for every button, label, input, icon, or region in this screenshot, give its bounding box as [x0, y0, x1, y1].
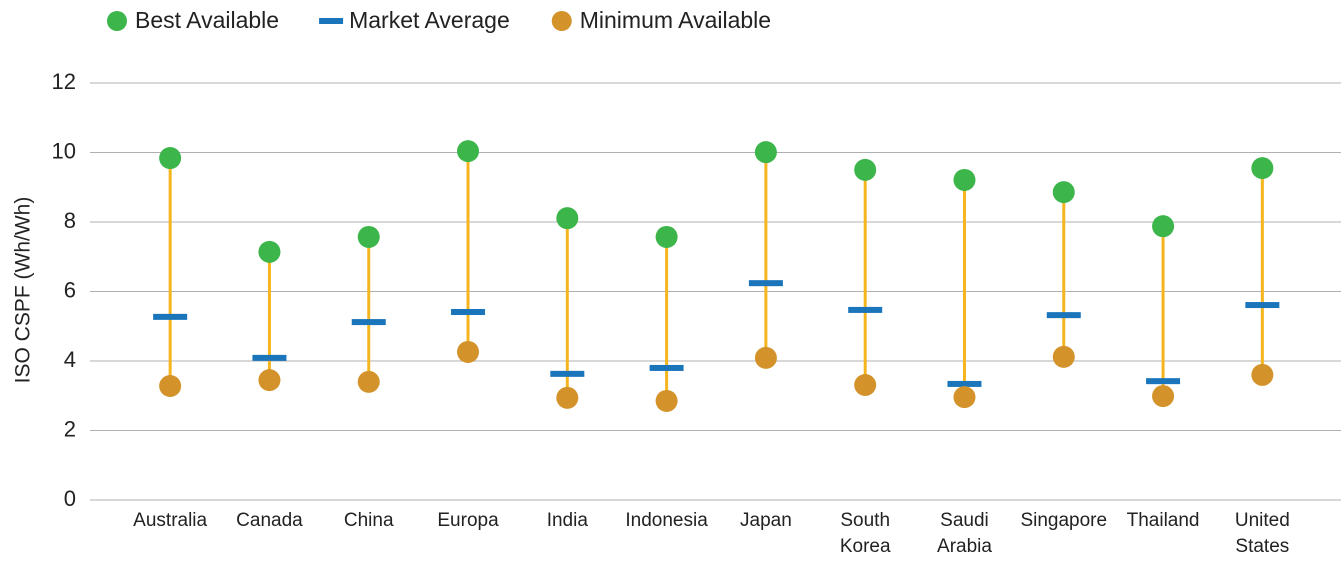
- dot: [258, 369, 281, 392]
- x-tick-label: South Korea: [840, 510, 891, 557]
- dot: [1152, 215, 1175, 238]
- average-mark: [550, 370, 585, 377]
- x-tick-label: Australia: [133, 510, 207, 531]
- x-tick-label: Canada: [236, 510, 303, 531]
- dot: [1251, 363, 1274, 386]
- dot: [457, 340, 480, 363]
- legend-label: Minimum Available: [580, 7, 771, 33]
- average-mark: [1245, 302, 1280, 309]
- dot: [1052, 181, 1075, 204]
- average-mark: [947, 380, 982, 387]
- legend-marker: [319, 18, 344, 24]
- dot: [1052, 345, 1075, 368]
- y-tick-label: 12: [52, 69, 76, 94]
- dot: [953, 168, 976, 191]
- average-mark: [649, 364, 684, 371]
- average-mark: [1046, 312, 1081, 319]
- dot: [357, 370, 380, 393]
- dot: [953, 386, 976, 409]
- x-tick-label: Thailand: [1127, 510, 1200, 531]
- y-tick-label: 10: [52, 138, 76, 163]
- y-tick-label: 2: [64, 416, 76, 441]
- average-mark: [1146, 378, 1181, 385]
- legend-label: Best Available: [135, 7, 279, 33]
- dot: [655, 225, 678, 248]
- dot: [357, 225, 380, 248]
- y-tick-label: 4: [64, 347, 76, 372]
- dot: [159, 375, 182, 398]
- x-tick-label: India: [547, 510, 589, 531]
- dot: [457, 140, 480, 163]
- dot: [556, 207, 579, 230]
- x-tick-label: Indonesia: [625, 510, 708, 531]
- dot: [556, 386, 579, 409]
- average-mark: [848, 306, 883, 313]
- legend-marker: [107, 11, 127, 31]
- x-tick-label: Singapore: [1020, 510, 1107, 531]
- legend-marker: [551, 11, 572, 31]
- dot: [258, 240, 281, 263]
- legend-label: Market Average: [349, 7, 510, 33]
- x-tick-label: Europa: [437, 510, 499, 531]
- dot: [854, 373, 877, 396]
- x-tick-label: China: [344, 510, 394, 531]
- dot: [1152, 385, 1175, 408]
- y-tick-label: 0: [64, 486, 76, 511]
- average-mark: [252, 354, 287, 361]
- average-mark: [748, 280, 783, 287]
- dot: [854, 158, 877, 181]
- y-axis-label: ISO CSPF (Wh/Wh): [12, 197, 35, 384]
- average-mark: [153, 313, 188, 320]
- average-mark: [451, 309, 486, 316]
- y-tick-label: 6: [64, 277, 76, 302]
- dot: [754, 346, 777, 369]
- dot: [754, 141, 777, 164]
- dot: [159, 147, 182, 170]
- y-tick-label: 8: [64, 208, 76, 233]
- x-tick-label: United States: [1235, 510, 1290, 557]
- x-tick-label: Japan: [740, 510, 792, 531]
- dot: [1251, 157, 1274, 180]
- dot: [655, 389, 678, 412]
- average-mark: [351, 319, 386, 326]
- x-tick-label: Saudi Arabia: [937, 510, 992, 557]
